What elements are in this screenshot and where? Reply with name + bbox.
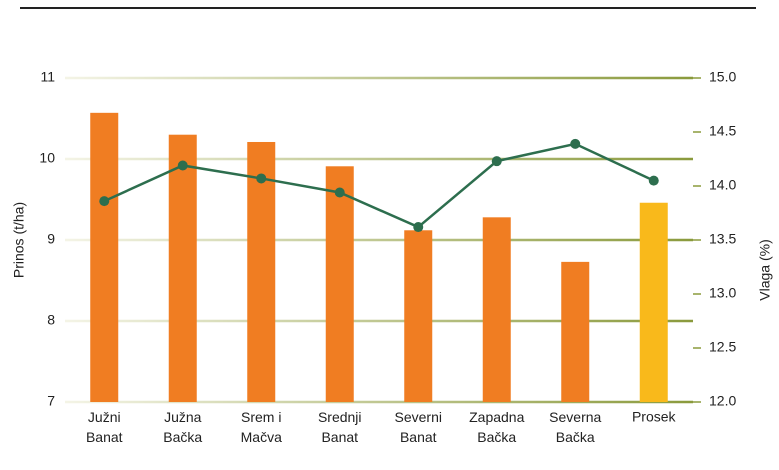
bar — [90, 112, 119, 402]
x-tick-line: Južna — [164, 409, 202, 425]
line-point — [177, 160, 188, 171]
x-tick-label: Zapadna Bačka — [469, 409, 524, 445]
y2-tick-label: 13.5 — [709, 231, 736, 247]
line-point — [413, 222, 424, 233]
y2-tick-label: 15.0 — [709, 69, 736, 85]
bar — [561, 261, 590, 402]
x-tick-line: Srem i — [241, 409, 281, 425]
x-tick-label: Prosek — [632, 409, 677, 425]
bar — [247, 141, 276, 403]
x-tick-line: Mačva — [241, 429, 282, 445]
bar — [168, 134, 197, 402]
x-tick-line: Srednji — [318, 409, 362, 425]
line — [103, 142, 655, 229]
x-tick-label: Srem i Mačva — [241, 409, 282, 445]
x-tick-label: Srednji Banat — [318, 409, 362, 445]
line-point — [334, 187, 345, 198]
x-tick-line: Banat — [400, 429, 437, 445]
x-tick-label: Južni Banat — [86, 409, 123, 445]
y2-tick-label: 14.0 — [709, 177, 736, 193]
x-tick-label: Severna Bačka — [549, 409, 601, 445]
y-tick-label: 11 — [40, 69, 55, 85]
y-tick-label: 8 — [47, 312, 55, 328]
x-tick-line: Bačka — [477, 429, 516, 445]
x-tick-label: Severni Banat — [395, 409, 442, 445]
x-tick-label: Južna Bačka — [163, 409, 202, 445]
x-tick-line: Banat — [321, 429, 358, 445]
x-tick-line: Bačka — [556, 429, 595, 445]
line-point — [256, 173, 267, 184]
y-tick-label: 10 — [39, 150, 55, 166]
x-tick-line: Severni — [395, 409, 442, 425]
y-axis-label: Prinos (t/ha) — [11, 202, 27, 278]
y2-axis-label: Vlaga (%) — [757, 239, 773, 300]
x-tick-line: Bačka — [163, 429, 202, 445]
bar — [325, 166, 354, 402]
line-point — [99, 196, 110, 207]
x-tick-line: Banat — [86, 429, 123, 445]
y-tick-label: 7 — [47, 393, 55, 409]
y2-tick-label: 14.5 — [709, 123, 736, 139]
y2-tick-label: 13.0 — [709, 285, 736, 301]
y-tick-label: 9 — [47, 231, 55, 247]
line-point — [570, 138, 581, 149]
line-point — [648, 175, 659, 186]
x-tick-line: Južni — [88, 409, 121, 425]
bar — [404, 230, 433, 402]
line-point — [491, 156, 502, 167]
bar — [639, 202, 668, 402]
y2-tick-label: 12.0 — [709, 393, 736, 409]
y2-tick-label: 12.5 — [709, 339, 736, 355]
x-tick-line: Zapadna — [469, 409, 524, 425]
bar — [482, 217, 511, 402]
x-tick-line: Severna — [549, 409, 601, 425]
